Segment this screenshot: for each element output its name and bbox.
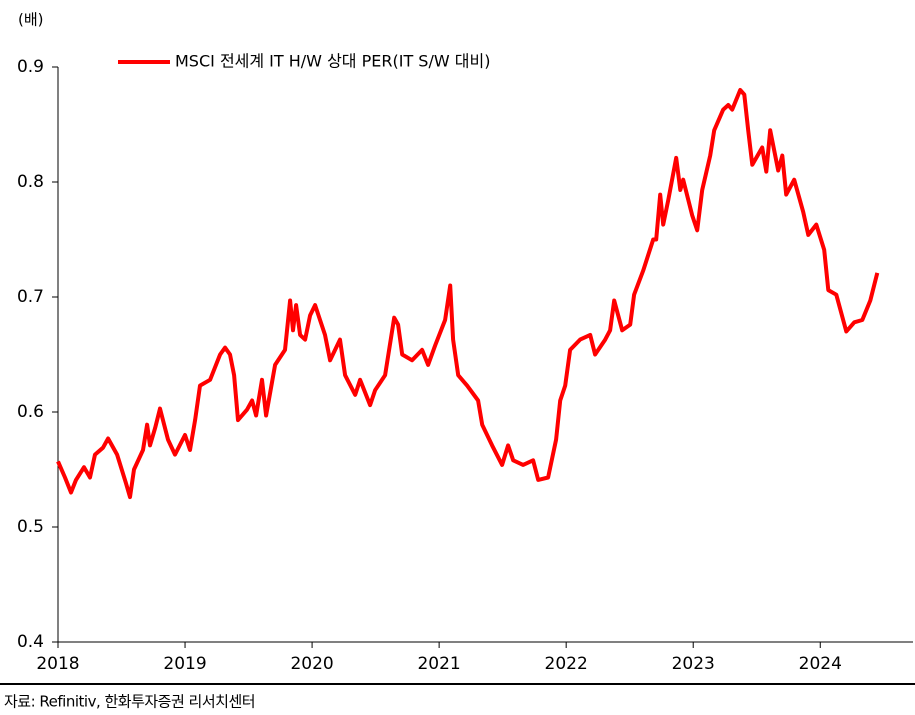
legend-label: MSCI 전세계 IT H/W 상대 PER(IT S/W 대비) (175, 52, 490, 71)
y-tick-label: 0.5 (17, 517, 44, 537)
y-tick-label: 0.6 (17, 402, 44, 422)
y-tick-label: 0.7 (17, 287, 44, 307)
x-tick-label: 2021 (417, 654, 460, 674)
x-tick-label: 2022 (545, 654, 588, 674)
x-tick-label: 2023 (672, 654, 715, 674)
y-tick-label: 0.8 (17, 172, 44, 192)
y-tick-label: 0.9 (17, 57, 44, 77)
x-tick-label: 2018 (36, 654, 79, 674)
y-tick-label: 0.4 (17, 632, 44, 652)
source-note: 자료: Refinitiv, 한화투자증권 리서치센터 (4, 693, 255, 711)
x-tick-label: 2020 (290, 654, 333, 674)
data-line (56, 88, 880, 500)
x-tick-label: 2019 (163, 654, 206, 674)
y-unit-label: (배) (18, 11, 44, 29)
x-tick-label: 2024 (799, 654, 842, 674)
